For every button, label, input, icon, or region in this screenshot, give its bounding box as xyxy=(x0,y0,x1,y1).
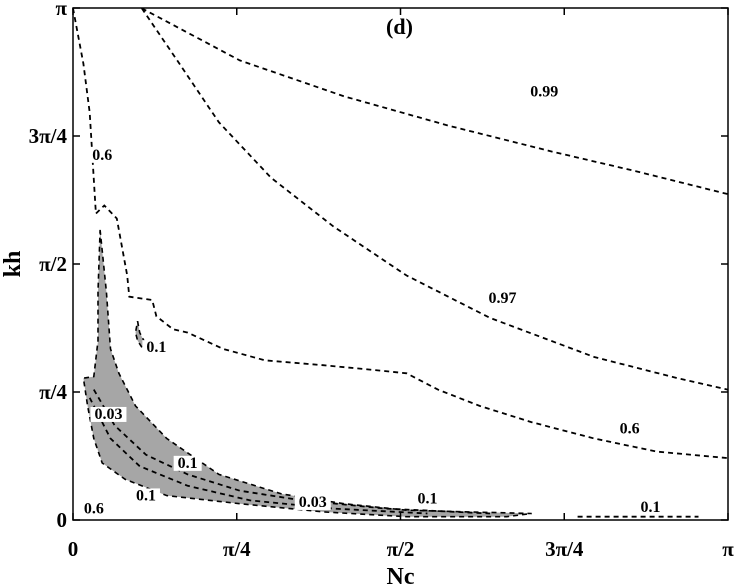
contour-label-11: 0.03 xyxy=(94,406,122,423)
panel-label: (d) xyxy=(386,14,413,39)
x-tick-label-3: π/2 xyxy=(387,537,415,561)
contour-label-bg xyxy=(90,406,127,422)
inner-contour-0_03-2 xyxy=(88,397,428,515)
y-tick-label-4: 3π/4 xyxy=(29,124,68,148)
contour-label-bg xyxy=(636,499,665,515)
contour-label-bg xyxy=(294,494,331,510)
contour-labels: 0.99 0.97 0.6 0.6 0.6 0.1 0.1 0.1 0.1 0.1 0.03 0.03 xyxy=(79,83,665,517)
contour-label-9: 0.1 xyxy=(417,491,437,508)
contour-label-bg xyxy=(526,84,563,100)
x-tick-label-1: 0 xyxy=(68,537,79,561)
x-axis-label: Nc xyxy=(387,564,415,588)
contour-label-bg xyxy=(615,421,644,437)
contour-label-bg xyxy=(484,291,521,307)
contour-label-1: 0.99 xyxy=(530,83,558,100)
contour-label-10: 0.1 xyxy=(641,499,661,516)
contour-lines xyxy=(72,7,728,518)
contour-label-5: 0.6 xyxy=(84,500,104,517)
x-tick-label-4: 3π/4 xyxy=(545,537,584,561)
shaded-region-1 xyxy=(82,229,532,518)
contour-label-7: 0.1 xyxy=(178,455,198,472)
shaded-regions xyxy=(82,229,532,518)
contour-label-4: 0.6 xyxy=(620,421,640,438)
contour-label-8: 0.1 xyxy=(136,487,156,504)
contour-label-bg xyxy=(79,501,108,517)
contour-label-bg xyxy=(413,491,442,507)
contour-label-12: 0.03 xyxy=(299,494,327,511)
inner-contour-0_1-1 xyxy=(93,389,491,515)
x-tick-label-2: π/4 xyxy=(223,537,251,561)
y-tick-label-2: π/4 xyxy=(39,380,67,404)
contour-label-bg xyxy=(88,147,117,163)
contour-label-bg xyxy=(173,455,202,471)
y-axis-label: kh xyxy=(0,251,26,278)
contour-label-6: 0.1 xyxy=(146,339,166,356)
x-tick-label-5: π xyxy=(722,537,734,561)
axis-ticks: 0 π/4 π/2 3π/4 π 0 π/4 π/2 3π/4 π xyxy=(29,0,735,561)
y-tick-label-1: 0 xyxy=(57,508,68,532)
contour-label-2: 0.97 xyxy=(488,290,516,307)
contour-0_6-3 xyxy=(72,8,728,459)
contour-0_97-2 xyxy=(141,7,728,391)
contour-label-3: 0.6 xyxy=(92,147,112,164)
contour-label-bg xyxy=(142,340,171,356)
contour-0_99-1 xyxy=(141,7,728,195)
contour-label-bg xyxy=(131,488,160,504)
y-tick-label-3: π/2 xyxy=(39,252,67,276)
y-tick-label-5: π xyxy=(55,0,67,20)
